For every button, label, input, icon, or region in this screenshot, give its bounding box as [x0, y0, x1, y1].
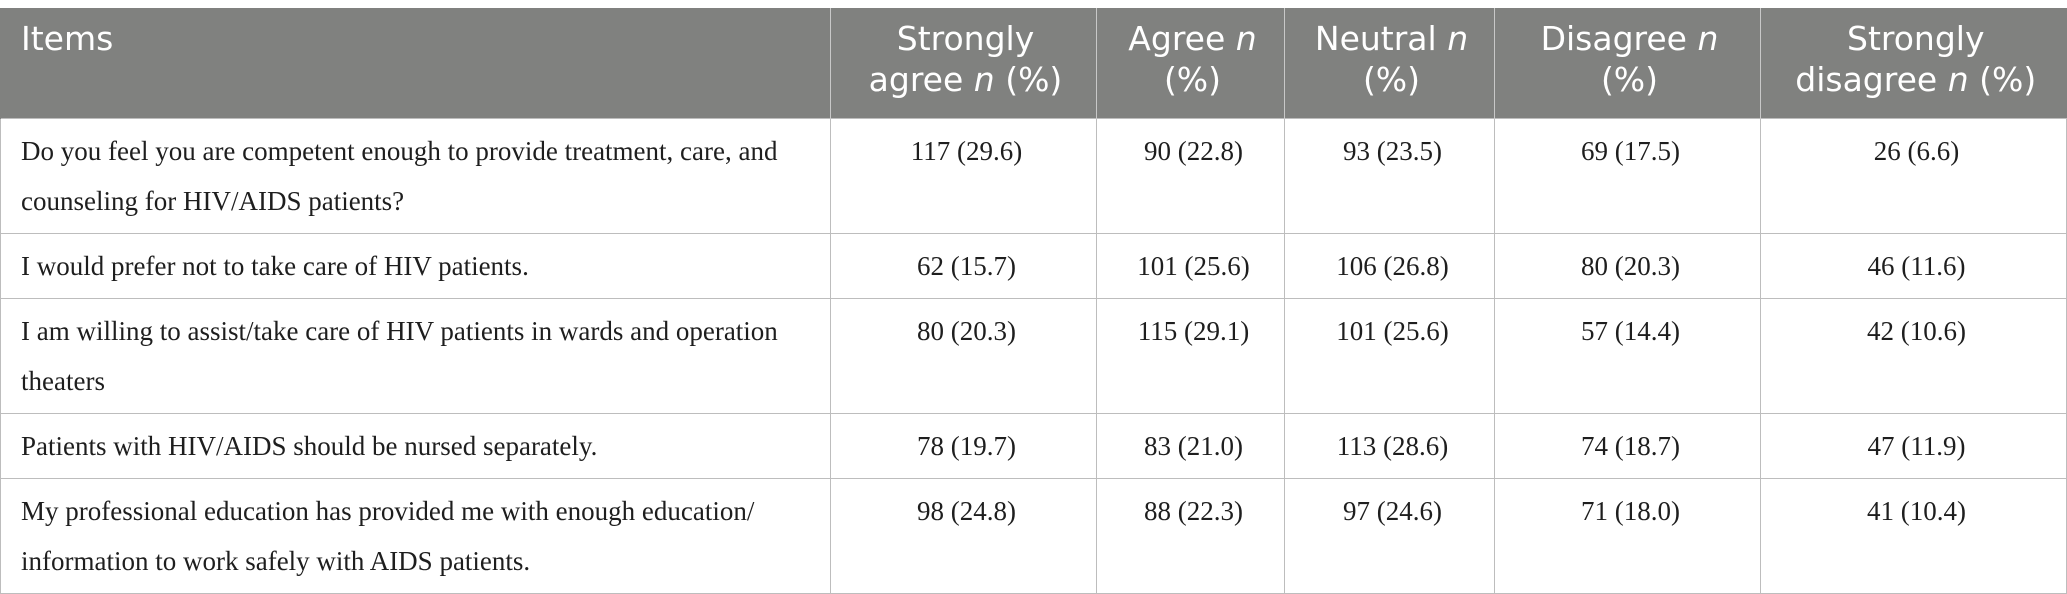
cell-agree: 90 (22.8): [1096, 117, 1285, 234]
attitude-table: Items Strongly agree n (%) Agree n (%) N…: [0, 8, 2067, 594]
item-text: Do you feel you are competent enough to …: [0, 117, 831, 234]
item-text: Patients with HIV/AIDS should be nursed …: [0, 412, 831, 479]
cell-disagree: 74 (18.7): [1494, 412, 1761, 479]
header-label-prefix: Strongly disagree: [1795, 19, 1985, 99]
cell-strongly-agree: 78 (19.7): [830, 412, 1097, 479]
item-text: My professional education has provided m…: [0, 477, 831, 594]
header-items: Items: [0, 8, 831, 118]
table-header-row: Items Strongly agree n (%) Agree n (%) N…: [0, 8, 2067, 118]
cell-disagree: 57 (14.4): [1494, 297, 1761, 414]
item-text: I am willing to assist/take care of HIV …: [0, 297, 831, 414]
cell-strongly-agree: 117 (29.6): [830, 117, 1097, 234]
header-neutral: Neutral n (%): [1284, 8, 1495, 118]
attitude-table-container: Items Strongly agree n (%) Agree n (%) N…: [0, 8, 2067, 594]
header-label-prefix: Agree: [1128, 19, 1236, 58]
cell-strongly-disagree: 46 (11.6): [1760, 232, 2067, 299]
table-row: Do you feel you are competent enough to …: [0, 117, 2067, 234]
header-label-suffix: (%): [994, 60, 1063, 99]
header-label-prefix: Disagree: [1540, 19, 1698, 58]
header-label-prefix: Strongly agree: [868, 19, 1035, 99]
item-text: I would prefer not to take care of HIV p…: [0, 232, 831, 299]
cell-agree: 88 (22.3): [1096, 477, 1285, 594]
header-label-suffix: (%): [1362, 60, 1421, 99]
table-row: I would prefer not to take care of HIV p…: [0, 232, 2067, 299]
cell-disagree: 71 (18.0): [1494, 477, 1761, 594]
header-strongly-agree: Strongly agree n (%): [830, 8, 1097, 118]
cell-strongly-disagree: 26 (6.6): [1760, 117, 2067, 234]
cell-strongly-agree: 98 (24.8): [830, 477, 1097, 594]
header-n-symbol: n: [1235, 19, 1257, 58]
cell-strongly-agree: 62 (15.7): [830, 232, 1097, 299]
cell-strongly-disagree: 47 (11.9): [1760, 412, 2067, 479]
cell-disagree: 69 (17.5): [1494, 117, 1761, 234]
header-agree: Agree n (%): [1096, 8, 1285, 118]
header-n-symbol: n: [1947, 60, 1969, 99]
header-n-symbol: n: [1697, 19, 1719, 58]
header-items-label: Items: [21, 19, 114, 58]
cell-neutral: 97 (24.6): [1284, 477, 1495, 594]
header-disagree: Disagree n (%): [1494, 8, 1761, 118]
cell-agree: 115 (29.1): [1096, 297, 1285, 414]
header-label-suffix: (%): [1968, 60, 2037, 99]
cell-agree: 83 (21.0): [1096, 412, 1285, 479]
cell-agree: 101 (25.6): [1096, 232, 1285, 299]
header-label-suffix: (%): [1163, 60, 1222, 99]
table-row: I am willing to assist/take care of HIV …: [0, 297, 2067, 414]
cell-strongly-disagree: 41 (10.4): [1760, 477, 2067, 594]
cell-neutral: 106 (26.8): [1284, 232, 1495, 299]
cell-strongly-disagree: 42 (10.6): [1760, 297, 2067, 414]
header-strongly-disagree: Strongly disagree n (%): [1760, 8, 2067, 118]
table-row: Patients with HIV/AIDS should be nursed …: [0, 412, 2067, 479]
cell-disagree: 80 (20.3): [1494, 232, 1761, 299]
header-n-symbol: n: [1447, 19, 1469, 58]
header-label-prefix: Neutral: [1314, 19, 1448, 58]
header-n-symbol: n: [973, 60, 995, 99]
header-label-suffix: (%): [1600, 60, 1659, 99]
table-row: My professional education has provided m…: [0, 477, 2067, 594]
cell-neutral: 93 (23.5): [1284, 117, 1495, 234]
cell-neutral: 113 (28.6): [1284, 412, 1495, 479]
cell-strongly-agree: 80 (20.3): [830, 297, 1097, 414]
cell-neutral: 101 (25.6): [1284, 297, 1495, 414]
